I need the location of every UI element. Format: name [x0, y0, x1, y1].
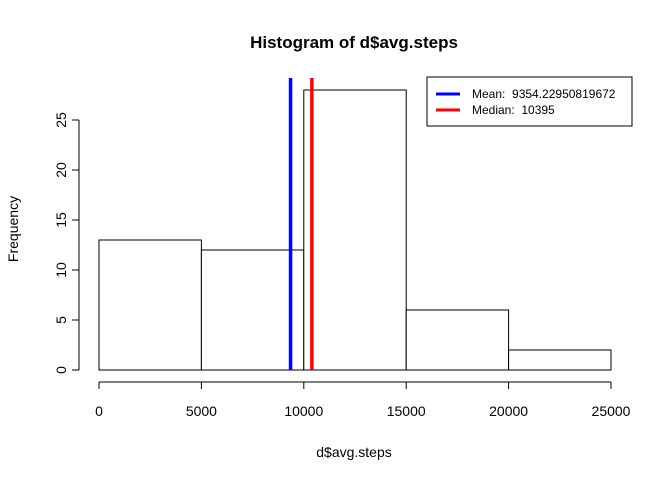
legend: Mean: 9354.22950819672 Median: 10395: [426, 76, 633, 127]
x-tick-label-4: 20000: [489, 403, 528, 419]
legend-label-median: Median: 10395: [472, 103, 555, 117]
x-axis-ticks: 0 5000 10000 15000 20000 25000: [95, 382, 631, 419]
y-axis-ticks: 0 5 10 15 20 25: [53, 112, 79, 374]
x-tick-label-0: 0: [95, 403, 103, 419]
x-tick-label-1: 5000: [186, 403, 217, 419]
y-tick-label-3: 15: [53, 212, 69, 228]
legend-box: [426, 76, 633, 127]
y-tick-label-0: 0: [53, 366, 69, 374]
y-tick-label-1: 5: [53, 316, 69, 324]
y-axis-label: Frequency: [5, 196, 21, 262]
reference-lines: [288, 78, 314, 370]
histogram-bar-3: [405, 309, 510, 371]
x-tick-label-2: 10000: [284, 403, 323, 419]
x-axis-label: d$avg.steps: [316, 444, 392, 460]
legend-label-mean: Mean: 9354.22950819672: [472, 87, 616, 101]
y-tick-label-2: 10: [53, 262, 69, 278]
x-tick-label-3: 15000: [387, 403, 426, 419]
histogram-bars: [98, 89, 612, 371]
x-tick-label-5: 25000: [592, 403, 631, 419]
chart-title: Histogram of d$avg.steps: [250, 33, 458, 52]
y-tick-label-4: 20: [53, 162, 69, 178]
y-tick-label-5: 25: [53, 112, 69, 128]
histogram-bar-0: [98, 239, 202, 371]
histogram-bar-4: [508, 349, 612, 371]
histogram-bar-2: [303, 89, 407, 371]
histogram-bar-1: [200, 249, 305, 371]
